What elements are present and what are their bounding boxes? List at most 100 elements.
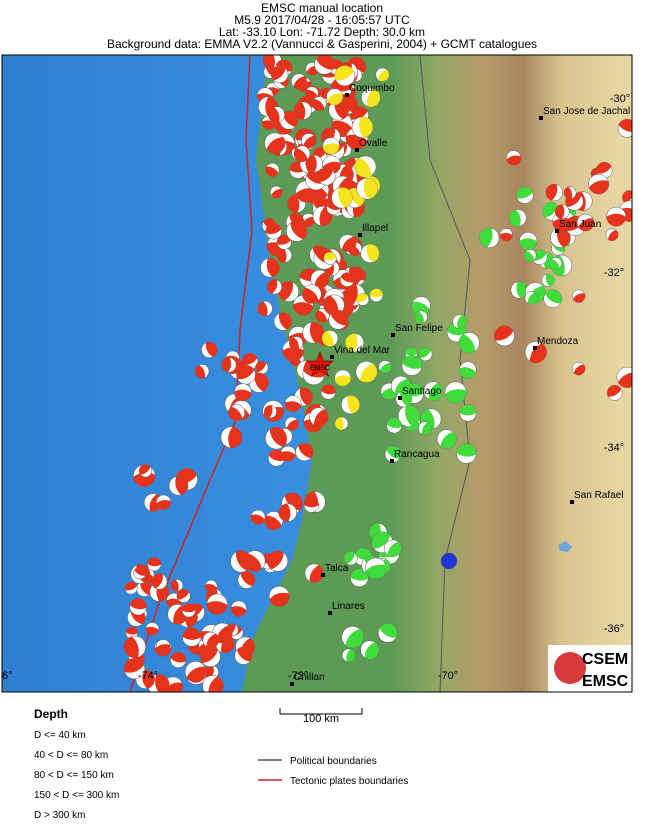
focal-mechanism: [156, 639, 171, 654]
focal-mechanism: [436, 429, 457, 449]
focal-mechanism: [236, 364, 256, 385]
ball-lobe: [278, 281, 293, 301]
ball-lobe: [456, 443, 477, 457]
ball-lobe: [322, 143, 340, 155]
ball-lobe: [147, 557, 161, 567]
city-dot: [555, 229, 559, 233]
focal-mechanism: [170, 579, 184, 592]
ball-lobe: [371, 531, 391, 549]
ball-lobe: [516, 281, 528, 299]
focal-mechanism: [199, 646, 221, 667]
ball-lobe: [345, 134, 368, 150]
focal-mechanism: [459, 361, 477, 379]
focal-mechanism: [269, 185, 283, 199]
focal-mechanism: [288, 336, 304, 351]
focal-mechanism: [369, 288, 384, 303]
ball-lobe: [216, 625, 233, 644]
focal-mechanism: [184, 661, 207, 683]
focal-mechanism: [334, 416, 349, 431]
focal-mechanism: [244, 550, 266, 572]
ball-lobe: [186, 666, 207, 683]
ball-lobe: [278, 503, 291, 522]
ball-lobe: [459, 404, 477, 416]
city-label: Coquimbo: [349, 83, 395, 94]
ball-lobe: [139, 464, 151, 475]
focal-mechanisms: [123, 55, 632, 692]
ball-lobe: [271, 65, 286, 81]
ball-lobe: [264, 405, 273, 418]
ball-lobe: [156, 644, 171, 654]
ball-lobe: [348, 57, 366, 73]
lon-label: 6°: [2, 670, 13, 682]
ball-lobe: [170, 652, 186, 663]
focal-mechanism: [378, 623, 398, 643]
focal-mechanism: [201, 341, 218, 359]
ball-lobe: [608, 229, 619, 241]
ball-lobe: [290, 220, 308, 240]
ball-lobe: [378, 69, 389, 82]
header-event: M5.9 2017/04/28 - 16:05:57 UTC: [234, 13, 410, 27]
ball-lobe: [524, 250, 535, 262]
map-frame: [1, 54, 633, 693]
focal-mechanism: [278, 281, 299, 302]
ball-lobe: [312, 98, 325, 111]
focal-mechanism: [123, 635, 147, 658]
cities: Coquimbo Ovalle Illapel San Felipe Vina del …: [290, 83, 630, 686]
ball-lobe: [241, 353, 258, 365]
focal-mechanism: [350, 568, 369, 587]
scale-label: 100 km: [303, 713, 339, 725]
focal-mechanism: [545, 183, 563, 202]
focal-mechanism: [605, 228, 619, 242]
ball-lobe: [262, 120, 276, 130]
ball-lobe: [341, 93, 358, 113]
city-label: Rancagua: [394, 449, 440, 460]
ball-lobe: [293, 148, 308, 162]
ball-lobe: [286, 419, 299, 431]
focal-mechanism: [506, 150, 522, 166]
ball-lobe: [170, 579, 179, 592]
logo-csem: CSEM: [582, 651, 628, 668]
ball-lobe: [309, 565, 324, 583]
focal-mechanism: [401, 355, 423, 376]
ball-lobe: [264, 515, 282, 530]
focal-mechanism: [386, 417, 403, 434]
ball-lobe: [519, 238, 538, 250]
ball-lobe: [206, 601, 228, 615]
ball-lobe: [156, 499, 171, 510]
ball-lobe: [316, 55, 335, 70]
focal-mechanism: [311, 96, 327, 111]
focal-mechanism: [341, 626, 364, 649]
ball-lobe: [458, 334, 476, 353]
ball-lobe: [386, 446, 402, 459]
focal-mechanism: [293, 145, 311, 163]
header-title: EMSC manual location: [261, 1, 383, 15]
ball-lobe: [255, 361, 267, 373]
lake: [558, 541, 572, 552]
focal-mechanism: [145, 622, 159, 636]
ball-lobe: [573, 293, 586, 303]
ball-lobe: [516, 186, 533, 199]
focal-mechanism: [265, 222, 282, 240]
ball-lobe: [295, 188, 318, 203]
ball-lobe: [139, 581, 153, 596]
ball-lobe: [303, 135, 316, 148]
focal-mechanism: [541, 273, 555, 287]
focal-mechanism: [378, 360, 392, 374]
legend-depth: 40 < D <= 80 km: [34, 750, 108, 761]
ball-lobe: [230, 606, 247, 617]
focal-mechanism: [129, 597, 147, 616]
focal-mechanism: [563, 186, 577, 200]
ball-lobe: [309, 322, 324, 344]
focal-mechanism: [320, 384, 336, 400]
ball-lobe: [164, 682, 183, 692]
focal-mechanism: [124, 581, 138, 595]
focal-mechanism: [182, 627, 202, 647]
ball-lobe: [459, 367, 477, 379]
legend-depth: 80 < D <= 150 km: [34, 770, 114, 781]
ball-lobe: [254, 372, 269, 392]
ball-lobe: [618, 119, 632, 132]
focal-mechanism: [356, 177, 378, 200]
lat-label: -32°: [604, 267, 624, 279]
ball-lobe: [125, 626, 138, 635]
ball-lobe: [359, 116, 373, 138]
